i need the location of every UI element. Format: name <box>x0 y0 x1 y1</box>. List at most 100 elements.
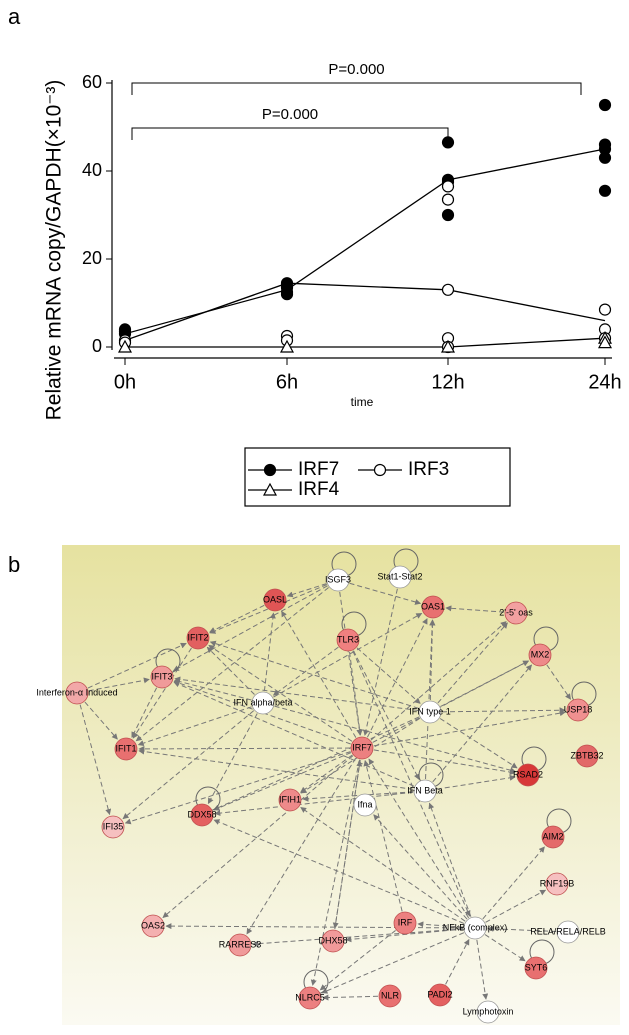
network-edge <box>173 680 351 745</box>
network-node <box>326 568 350 592</box>
node-label: Ifna <box>357 799 372 809</box>
node-label: TLR3 <box>337 634 359 644</box>
network-edge <box>300 754 353 793</box>
network-edge <box>300 717 421 794</box>
annotation: P=0.000 <box>262 106 318 123</box>
annotation: P=0.000 <box>328 61 384 78</box>
network-edge <box>370 621 507 741</box>
network-edge <box>246 757 357 935</box>
network-node <box>65 681 89 705</box>
network-edge <box>440 660 529 707</box>
network-edge <box>349 651 363 736</box>
network-node <box>114 737 138 761</box>
node-label: 2'-5' oas <box>499 607 533 617</box>
node-label: OAS2 <box>141 920 165 930</box>
significance-bracket <box>131 127 449 140</box>
network-node <box>516 763 540 787</box>
network-node <box>421 595 445 619</box>
network-node <box>190 803 214 827</box>
network-edge <box>84 701 118 740</box>
network-edge <box>356 647 421 704</box>
marker <box>117 339 133 353</box>
marker <box>263 463 277 477</box>
node-label: OAS1 <box>421 601 445 611</box>
series-line <box>125 337 606 348</box>
x-tick-label: 6h <box>276 371 298 393</box>
network-edge <box>174 678 252 701</box>
node-label: MX2 <box>531 649 550 659</box>
network-edge <box>546 664 572 700</box>
network-edge <box>439 718 518 769</box>
network-edge <box>206 646 255 695</box>
panel-label: b <box>8 552 20 577</box>
network-edge <box>172 585 328 672</box>
network-edge <box>132 647 192 739</box>
y-axis-label: Relative mRNA copy/GAPDH(×10⁻³) <box>43 80 66 421</box>
node-label: Stat1-Stat2 <box>377 571 422 581</box>
node-label: IRF7 <box>352 742 372 752</box>
network-edge <box>209 640 419 709</box>
node-label: PADI2 <box>427 989 452 999</box>
x-tick-label: 0h <box>114 371 136 393</box>
network-edge <box>138 748 414 790</box>
network-node <box>336 628 360 652</box>
node-label: RELA/RELA/RELB <box>530 926 606 936</box>
marker <box>441 136 455 149</box>
network-edge <box>445 605 505 613</box>
node-label: ISGF3 <box>325 574 351 584</box>
network-edge <box>162 755 354 918</box>
node-label: IFN type 1 <box>409 706 451 716</box>
marker <box>373 463 387 477</box>
marker <box>441 283 455 296</box>
network-edge <box>87 642 187 689</box>
network-edge <box>352 650 471 917</box>
network-node <box>263 588 287 612</box>
node-label: OASL <box>263 594 287 604</box>
network-node <box>413 779 437 803</box>
network: ISGF3 Stat1-Stat2 OASL OAS1 2'-5' oas MX2 IFIT… <box>36 548 606 1024</box>
y-tick-label: 40 <box>82 160 102 180</box>
network-edge <box>345 928 464 943</box>
network-edge <box>135 587 329 742</box>
network-background <box>62 545 620 1025</box>
node-label: IFIH1 <box>279 794 301 804</box>
network-node <box>541 825 565 849</box>
network-edge <box>428 802 472 917</box>
node-label: IFIT2 <box>187 632 208 642</box>
network-node <box>298 986 322 1010</box>
legend-label: IRF3 <box>408 459 449 480</box>
network-edge <box>310 759 361 986</box>
network-edge <box>79 704 112 816</box>
network-node <box>101 815 125 839</box>
node-label: RSAD2 <box>513 769 543 779</box>
marker <box>598 303 612 316</box>
node-label: RNF19B <box>540 878 575 888</box>
y-tick-label: 20 <box>82 248 102 268</box>
network-edge <box>302 791 414 802</box>
network-node <box>186 626 210 650</box>
network-node <box>418 700 442 724</box>
legend-box <box>244 447 511 507</box>
node-label: IFIT3 <box>151 671 172 681</box>
marker <box>441 208 455 222</box>
network-edge <box>349 582 422 605</box>
network-node <box>141 914 165 938</box>
marker <box>280 288 294 301</box>
node-label: RARRES3 <box>219 939 262 949</box>
network-edge <box>173 681 415 787</box>
network-node <box>575 744 599 768</box>
network-edge <box>487 925 557 932</box>
node-label: Lymphotoxin <box>463 1006 514 1016</box>
network-edge <box>334 760 363 930</box>
network-node <box>321 929 345 953</box>
node-label: DHX58 <box>318 935 347 945</box>
marker <box>441 180 455 193</box>
network-node <box>388 565 412 589</box>
node-label: SYT6 <box>525 962 548 972</box>
network-edge <box>213 819 465 924</box>
network-edge <box>214 791 414 817</box>
marker <box>279 339 295 353</box>
network-edge <box>122 710 255 820</box>
network-edge <box>174 676 419 711</box>
node-label: IFN alpha/beta <box>233 697 292 707</box>
